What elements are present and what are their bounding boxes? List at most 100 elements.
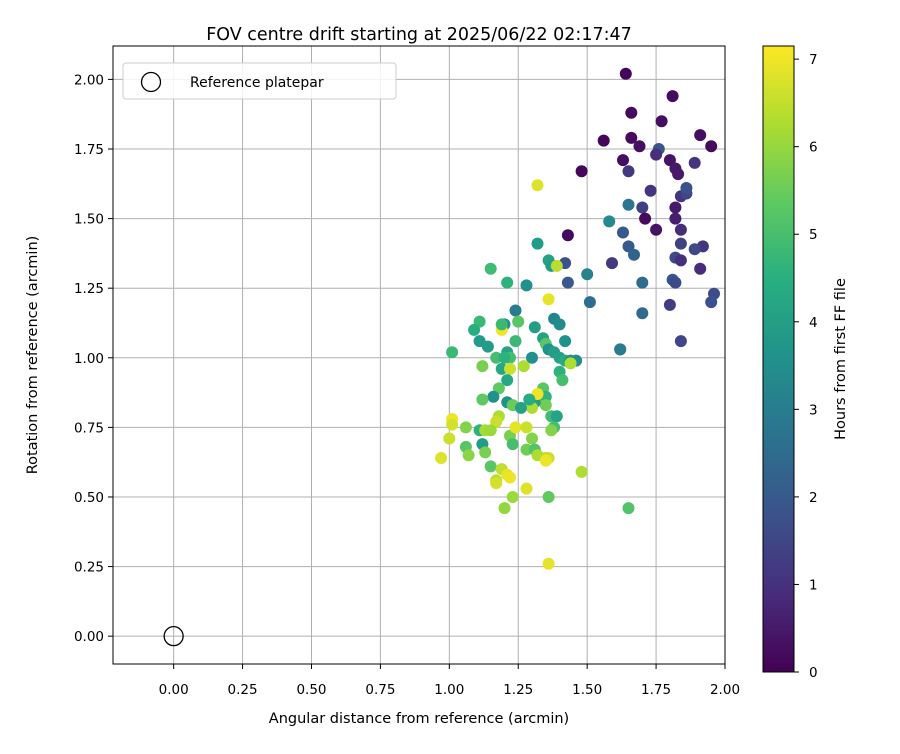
y-tick-label: 2.00 [74,72,104,88]
data-point [606,257,618,270]
colorbar: 0 1 2 3 4 5 6 7 Hours from first FF file [762,45,849,681]
data-point [443,432,456,445]
data-point [446,418,459,431]
colorbar-tick-label: 0 [809,665,818,681]
colorbar-tick-label: 2 [809,490,818,506]
data-point [501,374,514,387]
data-point [663,298,676,311]
data-point [674,237,687,250]
data-point [597,134,610,147]
grid-lines [113,46,726,664]
data-point [509,304,522,317]
data-point [462,449,475,462]
data-point [650,148,663,161]
data-point [501,276,514,289]
data-point [515,401,527,414]
data-point [636,307,649,320]
colorbar-tick-label: 3 [809,402,818,418]
data-point [694,262,707,275]
data-point [674,223,687,236]
data-point [542,491,555,503]
data-point [666,90,679,103]
data-point [688,156,701,169]
data-point [625,106,638,119]
data-point [487,390,500,403]
data-point [481,340,494,353]
legend-label: Reference platepar [190,75,324,91]
data-point [476,360,489,373]
data-point [633,140,646,153]
plot-frame [112,45,726,665]
colorbar-tick-label: 1 [809,577,818,593]
x-tick-label: 0.25 [228,682,258,698]
data-point [617,154,629,167]
data-point [490,351,503,364]
y-axis-ticks: 0.00 0.25 0.50 0.75 1.00 1.25 1.50 1.75 2.00 [74,72,113,645]
y-tick-label: 0.00 [74,629,104,645]
data-point [556,374,569,387]
data-point [674,254,687,267]
data-point [468,323,481,336]
colorbar-tick-label: 4 [809,315,818,331]
y-tick-label: 1.00 [74,351,104,367]
data-point [520,421,533,434]
data-point [669,276,682,289]
colorbar-tick-label: 5 [809,227,818,243]
data-point [617,226,629,239]
data-point [672,168,685,181]
data-point [561,229,574,242]
data-point [575,465,588,478]
x-axis-label: Angular distance from reference (arcmin) [269,711,569,727]
data-point [523,393,536,406]
y-tick-label: 1.50 [74,212,104,228]
data-point [614,343,627,356]
data-point [545,424,558,437]
data-point [553,318,566,331]
data-point [581,268,594,281]
data-point [622,165,635,178]
data-point [526,432,538,445]
data-point [526,351,538,364]
data-point [490,477,503,490]
data-point [650,223,663,236]
data-point [636,276,649,289]
data-point [512,315,525,328]
data-point [688,243,701,256]
data-point [509,421,522,434]
data-point [520,279,533,292]
x-tick-label: 1.25 [503,682,533,698]
data-point [517,360,530,373]
data-point [639,212,652,225]
colorbar-label: Hours from first FF file [833,278,849,440]
data-point [669,212,682,225]
legend-box [122,62,397,100]
data-point [636,201,649,214]
data-point [435,452,448,464]
data-point [625,131,638,144]
x-tick-label: 0.75 [365,682,395,698]
data-point [622,198,635,211]
data-point [542,557,555,570]
x-tick-label: 1.75 [641,682,671,698]
data-point [476,393,489,406]
data-point [531,237,544,250]
data-point [559,335,572,348]
data-point [669,201,682,214]
data-point [655,115,668,128]
data-point [484,262,497,275]
data-point [542,293,555,306]
data-point [504,362,516,375]
data-point [484,424,497,437]
data-point [583,296,596,309]
y-tick-label: 1.25 [74,281,104,297]
data-point [509,335,522,348]
data-point [550,259,563,272]
data-point [498,351,511,364]
legend: Reference platepar [122,62,397,100]
data-point [495,362,508,375]
data-point [506,491,519,503]
data-point [479,446,492,459]
data-point [446,346,459,359]
